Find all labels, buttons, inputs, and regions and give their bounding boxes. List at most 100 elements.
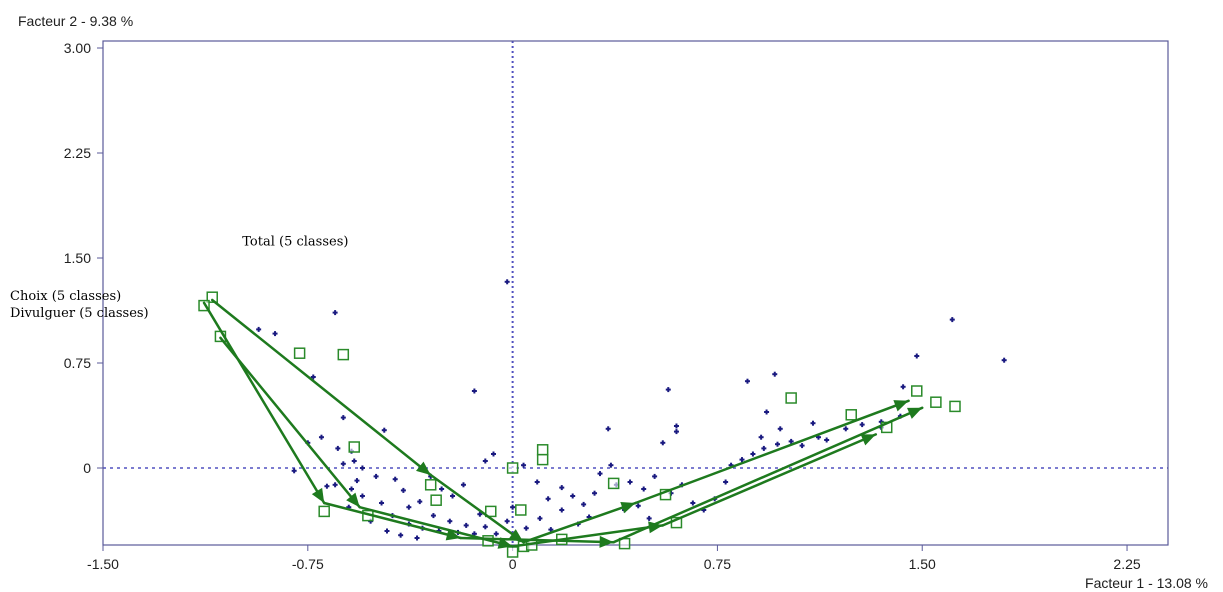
individual-point (673, 423, 679, 429)
individual-point (359, 465, 365, 471)
category-point (930, 396, 942, 408)
series-annotation: Divulguer (5 classes) (10, 306, 149, 321)
individual-point (758, 434, 764, 440)
category-point (949, 400, 961, 413)
individual-point (430, 513, 436, 519)
individual-point (354, 478, 360, 484)
individual-point (332, 482, 338, 488)
trajectory-series (202, 298, 924, 549)
axis-ticks: -1.50 -0.75 0 0.75 1.50 2.25 3.00 2.25 1.50 0.75 0 (64, 40, 1141, 572)
plot-frame-border (102, 40, 1169, 546)
individual-point (900, 384, 906, 390)
individual-point (548, 527, 554, 533)
individual-point (597, 471, 603, 477)
individual-point (761, 445, 767, 451)
individual-point (256, 326, 262, 332)
individual-point (335, 445, 341, 451)
x-tick-label: -1.50 (87, 556, 119, 572)
series-arrowhead (346, 492, 360, 508)
individual-point (406, 504, 412, 510)
individual-point (605, 426, 611, 432)
series-segment (210, 298, 432, 477)
series-segment (634, 399, 910, 505)
individual-point (949, 317, 955, 323)
individual-point (775, 441, 780, 447)
individual-point (272, 331, 278, 337)
individual-point (537, 515, 543, 521)
category-point (911, 385, 923, 397)
individual-point (373, 473, 379, 479)
individual-point (417, 499, 423, 505)
individual-point (332, 310, 338, 316)
individual-point (340, 461, 346, 467)
individual-points (256, 279, 1007, 541)
y-tick-label: 0 (83, 460, 91, 476)
series-3 (219, 336, 878, 549)
category-point (485, 505, 497, 518)
individual-point (504, 518, 510, 524)
individual-point (635, 503, 641, 509)
individual-point (545, 496, 551, 502)
individual-point (788, 438, 794, 444)
category-point (424, 479, 437, 491)
x-axis-title: Facteur 1 - 13.08 % (1085, 575, 1208, 591)
category-point (536, 453, 549, 466)
individual-point (652, 473, 658, 479)
series-1 (210, 298, 910, 544)
series-arrowhead (648, 521, 663, 534)
x-tick-label: -0.75 (292, 556, 324, 572)
individual-point (414, 535, 420, 541)
series-arrowhead (620, 501, 636, 514)
individual-point (310, 374, 316, 380)
series-arrowhead (416, 461, 431, 475)
individual-point (324, 483, 330, 489)
individual-point (608, 462, 614, 468)
category-point (348, 441, 360, 453)
series-arrowhead (497, 537, 513, 549)
series-arrowhead (599, 535, 614, 548)
individual-point (471, 388, 477, 394)
individual-point (646, 515, 652, 521)
individual-point (447, 518, 453, 524)
series-segment (219, 336, 361, 509)
individual-point (660, 440, 666, 446)
category-point (785, 392, 797, 404)
series-arrowhead (906, 407, 923, 419)
individual-point (627, 479, 633, 485)
individual-point (450, 493, 456, 499)
individual-point (521, 462, 527, 468)
x-tick-label: 1.50 (909, 556, 936, 572)
series-segment (358, 505, 514, 548)
individual-point (392, 476, 398, 482)
series-segment (522, 501, 637, 544)
individual-point (482, 458, 488, 464)
individual-point (744, 378, 750, 384)
series-segment (429, 473, 525, 544)
x-tick-label: 0 (509, 556, 517, 572)
individual-point (673, 429, 679, 435)
individual-point (491, 451, 496, 457)
individual-point (799, 443, 805, 449)
individual-point (398, 532, 404, 538)
individual-point (772, 371, 778, 377)
category-point (515, 504, 527, 516)
individual-point (504, 279, 510, 285)
individual-point (1001, 357, 1007, 363)
y-tick-label: 0.75 (64, 355, 91, 371)
individual-point (739, 457, 745, 463)
category-point (206, 291, 218, 303)
individual-point (810, 420, 816, 426)
category-point (607, 477, 620, 490)
series-annotation: Choix (5 classes) (10, 289, 121, 304)
individual-point (764, 409, 770, 415)
series-arrowhead (860, 434, 876, 446)
individual-point (359, 493, 365, 499)
y-tick-label: 3.00 (64, 40, 91, 56)
series-arrowhead (893, 400, 909, 412)
category-point (198, 299, 210, 312)
plot-frame (102, 40, 1169, 546)
category-point (845, 409, 857, 421)
individual-point (534, 479, 540, 485)
individual-point (843, 426, 849, 432)
individual-point (559, 507, 565, 513)
